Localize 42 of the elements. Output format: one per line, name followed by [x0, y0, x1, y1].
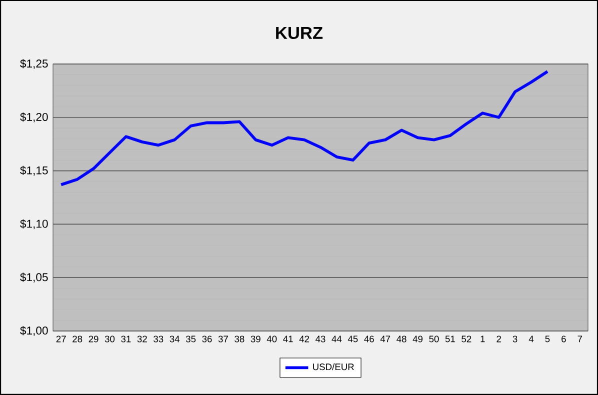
x-tick-label: 4	[528, 336, 534, 342]
x-tick-label: 3	[512, 336, 518, 342]
x-tick-label: 43	[316, 336, 326, 342]
x-tick-label: 33	[154, 336, 164, 342]
x-tick-label: 34	[170, 336, 180, 342]
x-tick-label: 48	[396, 336, 406, 342]
x-tick-label: 6	[562, 336, 566, 342]
x-tick-label: 45	[348, 336, 358, 342]
y-tick-label: $1,20	[20, 112, 48, 122]
x-tick-label: 5	[545, 336, 550, 342]
x-tick-label: 51	[445, 336, 455, 342]
x-tick-label: 52	[462, 336, 472, 342]
x-tick-label: 28	[72, 336, 82, 342]
x-tick-label: 49	[412, 336, 423, 342]
x-tick-label: 29	[88, 336, 98, 342]
x-tick-label: 30	[104, 336, 115, 342]
x-tick-label: 42	[299, 336, 310, 342]
x-tick-label: 38	[234, 336, 244, 342]
x-tick-label: 35	[186, 336, 196, 342]
y-tick-label: $1,15	[20, 166, 48, 176]
y-tick-label: $1,25	[20, 59, 48, 69]
x-tick-label: 44	[332, 336, 342, 342]
chart-title: KURZ	[276, 26, 323, 40]
x-tick-label: 50	[429, 336, 439, 342]
x-tick-label: 36	[202, 336, 212, 342]
x-tick-label: 31	[121, 336, 131, 342]
x-tick-label: 41	[283, 336, 293, 342]
x-tick-label: 40	[266, 336, 277, 342]
x-tick-label: 27	[56, 336, 66, 342]
x-tick-label: 1	[480, 336, 485, 342]
x-tick-label: 32	[137, 336, 147, 342]
legend-label: USD/EUR	[313, 363, 354, 370]
y-tick-label: $1,10	[20, 219, 48, 230]
y-tick-label: $1,00	[20, 326, 48, 336]
x-tick-label: 39	[250, 336, 260, 342]
x-tick-label: 37	[218, 336, 228, 342]
x-tick-label: 7	[578, 336, 582, 342]
x-tick-label: 46	[364, 336, 374, 342]
line-series	[60, 70, 549, 186]
y-tick-label: $1,05	[20, 272, 48, 282]
x-tick-label: 47	[380, 336, 390, 342]
x-tick-label: 2	[496, 336, 501, 342]
